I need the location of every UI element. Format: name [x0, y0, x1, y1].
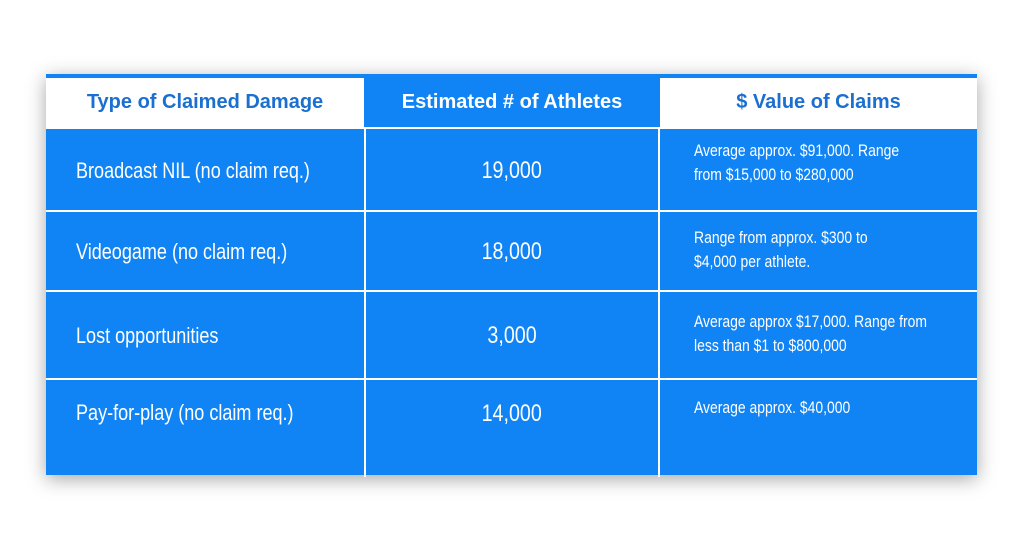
- claim-value-cell: Average approx. $91,000. Range from $15,…: [660, 129, 977, 212]
- table-row: Videogame (no claim req.) 18,000 Range f…: [46, 210, 977, 292]
- damage-type-text: Videogame (no claim req.): [76, 239, 288, 264]
- athletes-count-cell: 3,000: [364, 292, 660, 380]
- damage-type-cell: Pay-for-play (no claim req.): [46, 380, 364, 477]
- claim-value-cell: Average approx. $40,000: [660, 380, 977, 477]
- claim-value-line: Average approx $17,000. Range from: [694, 312, 928, 331]
- claim-value-line: Range from approx. $300 to: [694, 228, 868, 247]
- athletes-count-cell: 18,000: [364, 212, 660, 292]
- damage-type-text: Broadcast NIL (no claim req.): [76, 157, 310, 183]
- header-value-of-claims: $ Value of Claims: [736, 91, 901, 113]
- header-type-of-claimed-damage: Type of Claimed Damage: [86, 91, 324, 113]
- athletes-count-text: 18,000: [481, 238, 543, 265]
- claim-value-line: less than $1 to $800,000: [694, 336, 847, 355]
- athletes-count-cell: 19,000: [364, 129, 660, 212]
- claim-value-line: $4,000 per athlete.: [694, 252, 811, 271]
- table-row: Lost opportunities 3,000 Average approx …: [46, 290, 977, 380]
- table-row: Pay-for-play (no claim req.) 14,000 Aver…: [46, 378, 977, 477]
- athletes-count-cell: 14,000: [364, 380, 660, 477]
- header-estimated-athletes: Estimated # of Athletes: [364, 78, 660, 127]
- table-row: Broadcast NIL (no claim req.) 19,000 Ave…: [46, 127, 977, 212]
- athletes-count-text: 3,000: [487, 322, 537, 349]
- damage-type-text: Pay-for-play (no claim req.): [76, 400, 294, 425]
- damage-type-cell: Videogame (no claim req.): [46, 212, 364, 292]
- claim-value-cell: Range from approx. $300 to $4,000 per at…: [660, 212, 977, 292]
- claim-value-line: Average approx. $40,000: [694, 398, 851, 417]
- claim-value-cell: Average approx $17,000. Range from less …: [660, 292, 977, 380]
- table-header: Type of Claimed Damage Estimated # of At…: [46, 78, 977, 127]
- claim-value-line: from $15,000 to $280,000: [694, 165, 854, 184]
- damage-type-text: Lost opportunities: [76, 323, 219, 348]
- damages-table: Type of Claimed Damage Estimated # of At…: [46, 74, 977, 477]
- table-top-border: [46, 74, 977, 78]
- claim-value-line: Average approx. $91,000. Range: [694, 141, 900, 160]
- damage-type-cell: Lost opportunities: [46, 292, 364, 380]
- athletes-count-text: 19,000: [481, 156, 543, 184]
- damage-type-cell: Broadcast NIL (no claim req.): [46, 129, 364, 212]
- athletes-count-text: 14,000: [481, 400, 543, 427]
